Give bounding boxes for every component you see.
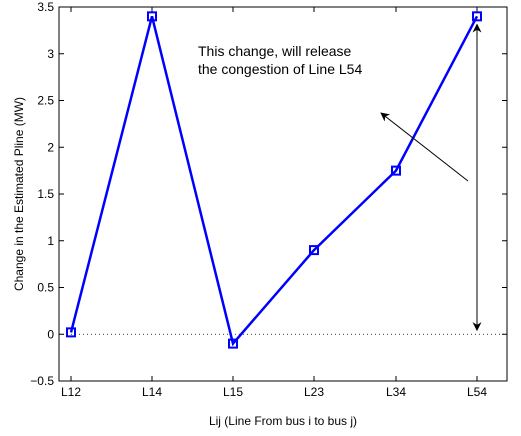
series-markers xyxy=(66,11,482,349)
data-point-marker xyxy=(472,11,482,22)
y-tick-label: 2.5 xyxy=(37,94,54,108)
y-axis-label: Change in the Estimated Pline (MW) xyxy=(12,97,26,291)
x-axis-label: Lij (Line From bus i to bus j) xyxy=(209,414,357,428)
y-tick-label: 3.5 xyxy=(37,0,54,14)
x-tick-label: L15 xyxy=(223,385,243,399)
y-tick-label: 1.5 xyxy=(37,187,54,201)
plot-area xyxy=(58,6,508,382)
data-point-marker xyxy=(309,245,319,256)
x-tick-label: L54 xyxy=(467,385,487,399)
x-tick-label: L23 xyxy=(304,385,324,399)
y-tick-label: −0.5 xyxy=(30,374,54,388)
x-axis-ticks: L12 L14 L15 L23 L34 L54 xyxy=(61,7,487,399)
y-tick-label: 1 xyxy=(47,234,54,248)
data-point-marker xyxy=(391,165,401,176)
series-line xyxy=(69,15,479,347)
annotation-line-2: the congestion of Line L54 xyxy=(198,61,362,77)
annotation-line-1: This change, will release xyxy=(198,43,352,59)
annotation-arrow xyxy=(380,112,469,182)
data-point-marker xyxy=(228,338,238,349)
y-tick-label: 0.5 xyxy=(37,281,54,295)
y-tick-label: 2 xyxy=(47,140,54,154)
x-tick-label: L34 xyxy=(386,385,406,399)
y-tick-label: 0 xyxy=(47,327,54,341)
y-axis-ticks: −0.5 0 0.5 1 1.5 2 2.5 3 3.5 xyxy=(30,0,507,388)
y-tick-label: 3 xyxy=(47,47,54,61)
data-point-marker xyxy=(66,327,76,338)
x-tick-label: L12 xyxy=(61,385,81,399)
data-point-marker xyxy=(147,11,157,22)
x-tick-label: L14 xyxy=(142,385,162,399)
